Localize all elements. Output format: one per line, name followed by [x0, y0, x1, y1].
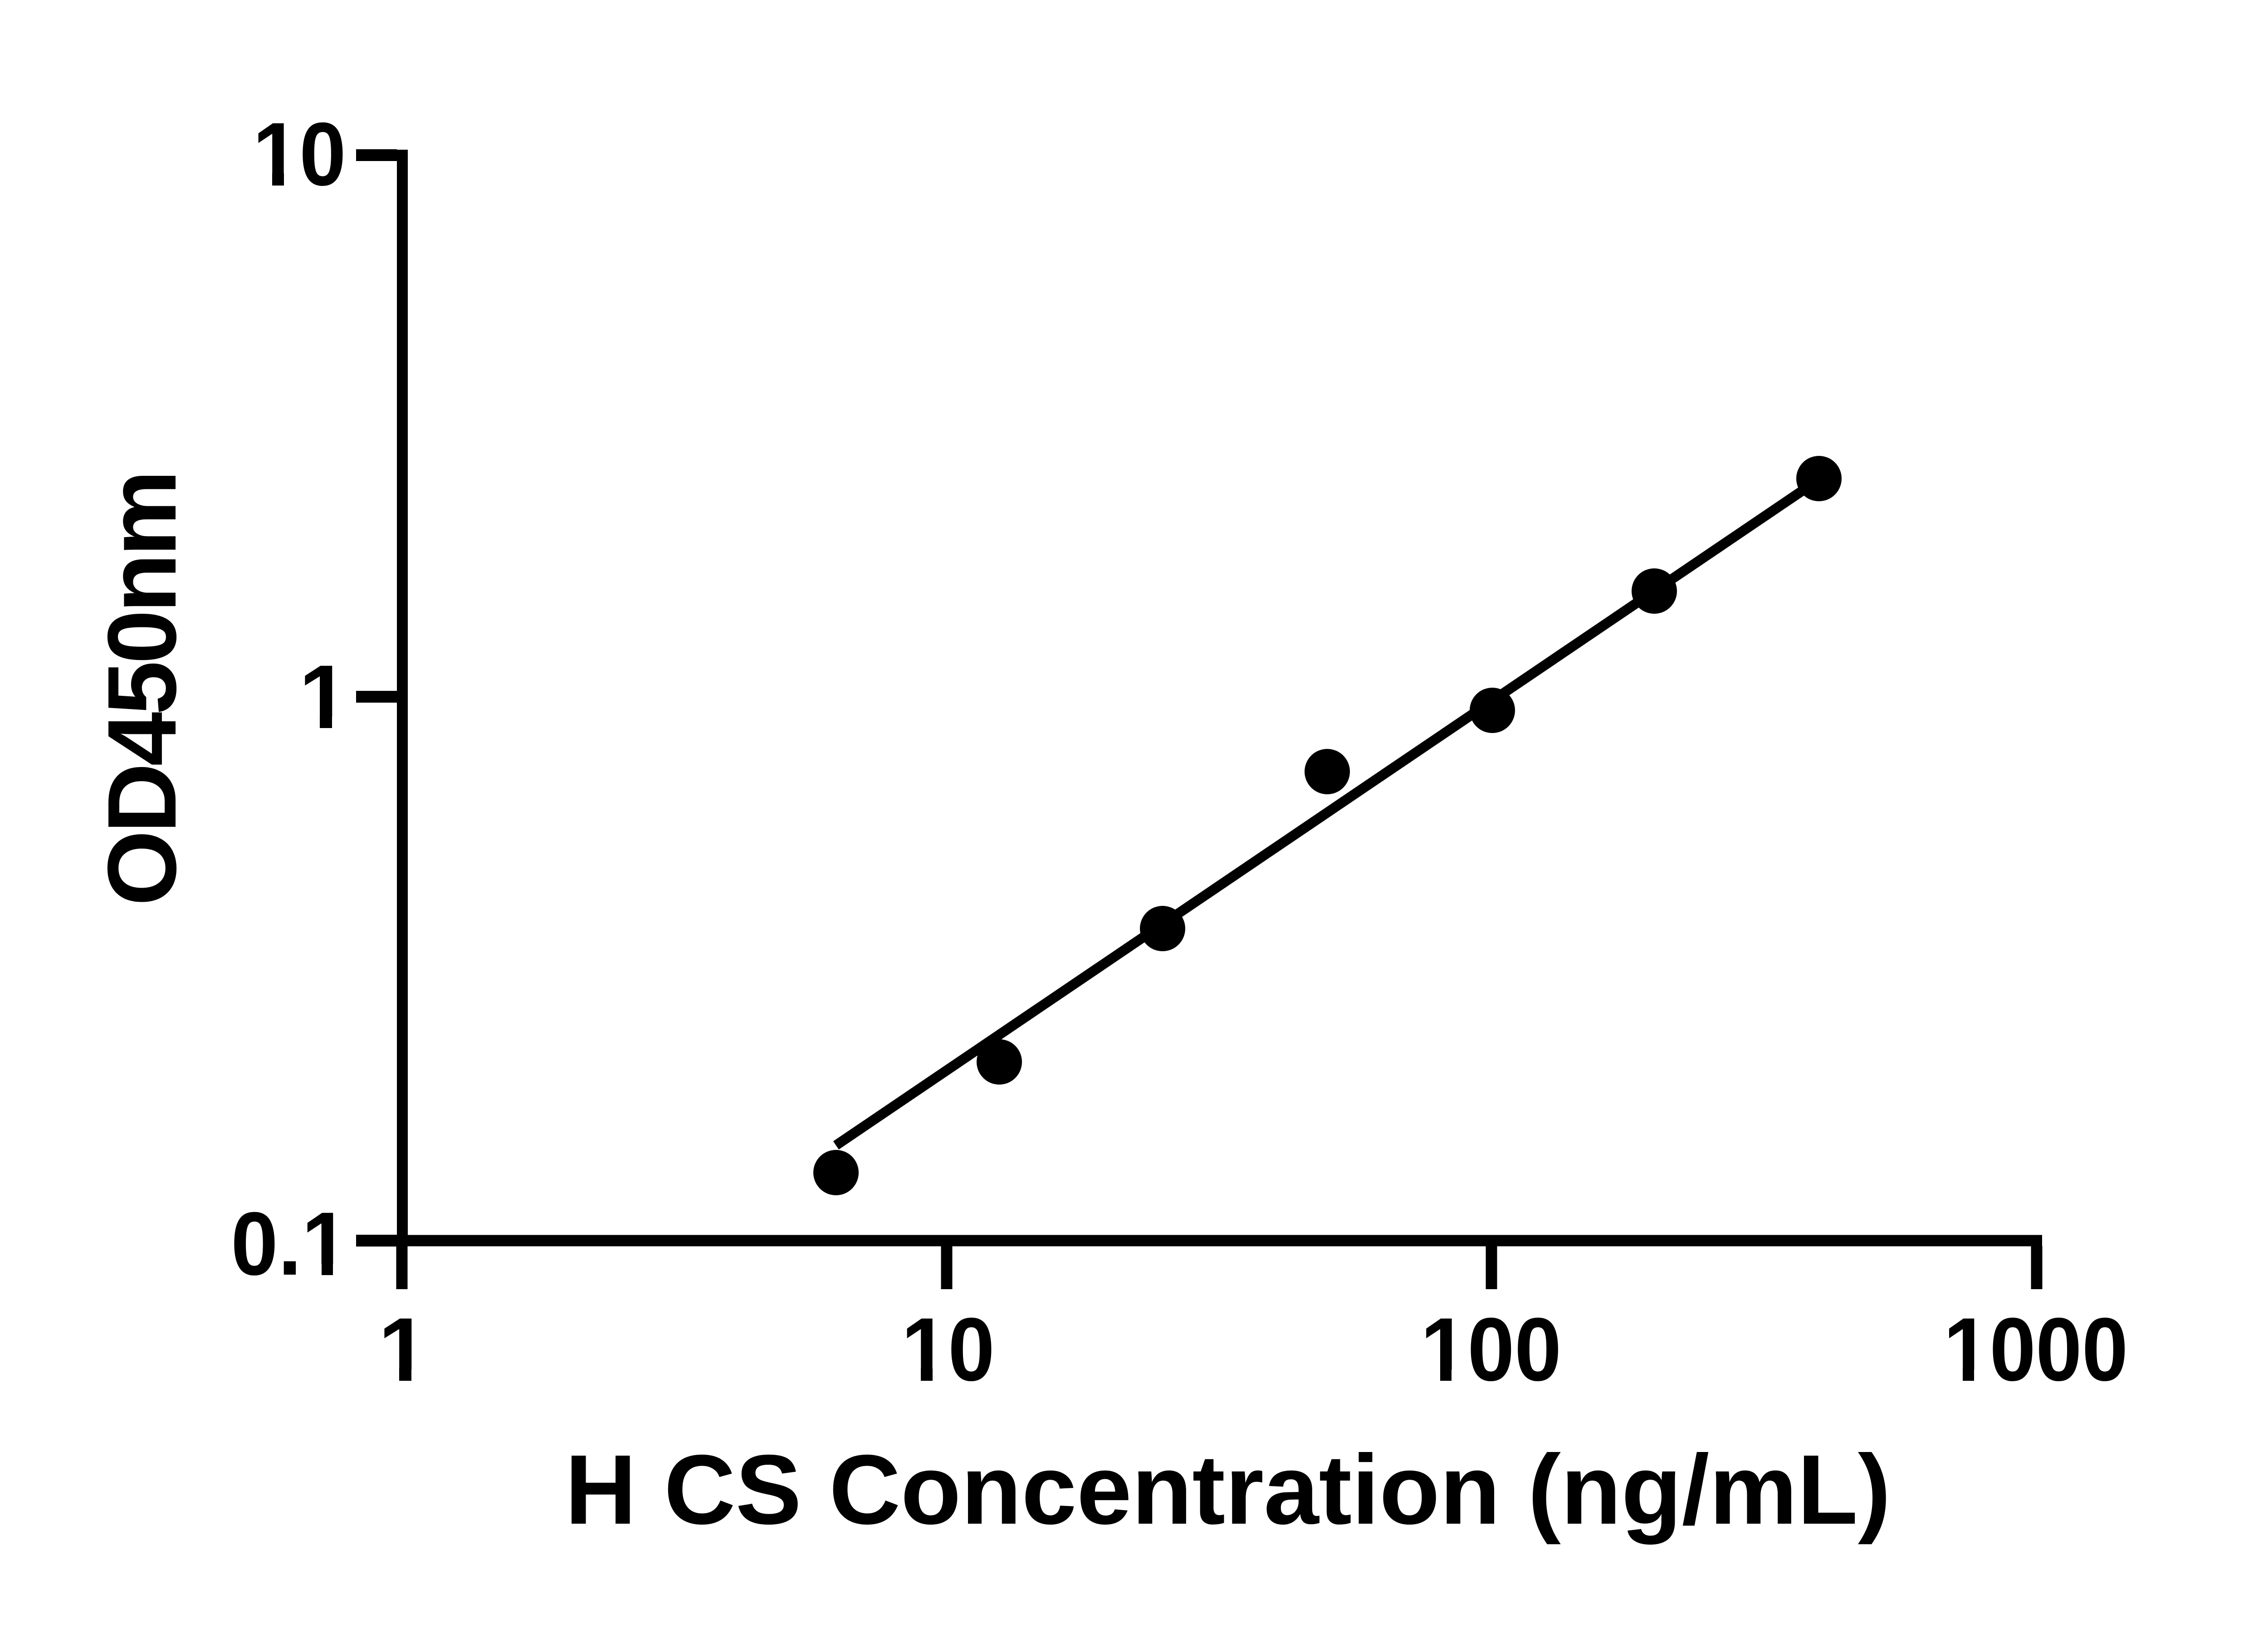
svg-text:1000: 1000 [1944, 1299, 2128, 1399]
svg-text:10: 10 [901, 1299, 995, 1399]
svg-text:10: 10 [253, 104, 346, 204]
svg-text:1: 1 [299, 646, 349, 747]
svg-text:100: 100 [1421, 1299, 1562, 1399]
svg-text:1: 1 [378, 1299, 428, 1399]
svg-text:OD450nm: OD450nm [87, 473, 196, 906]
svg-text:H CS Concentration (ng/mL): H CS Concentration (ng/mL) [565, 1435, 1891, 1545]
svg-text:0.1: 0.1 [231, 1193, 349, 1294]
